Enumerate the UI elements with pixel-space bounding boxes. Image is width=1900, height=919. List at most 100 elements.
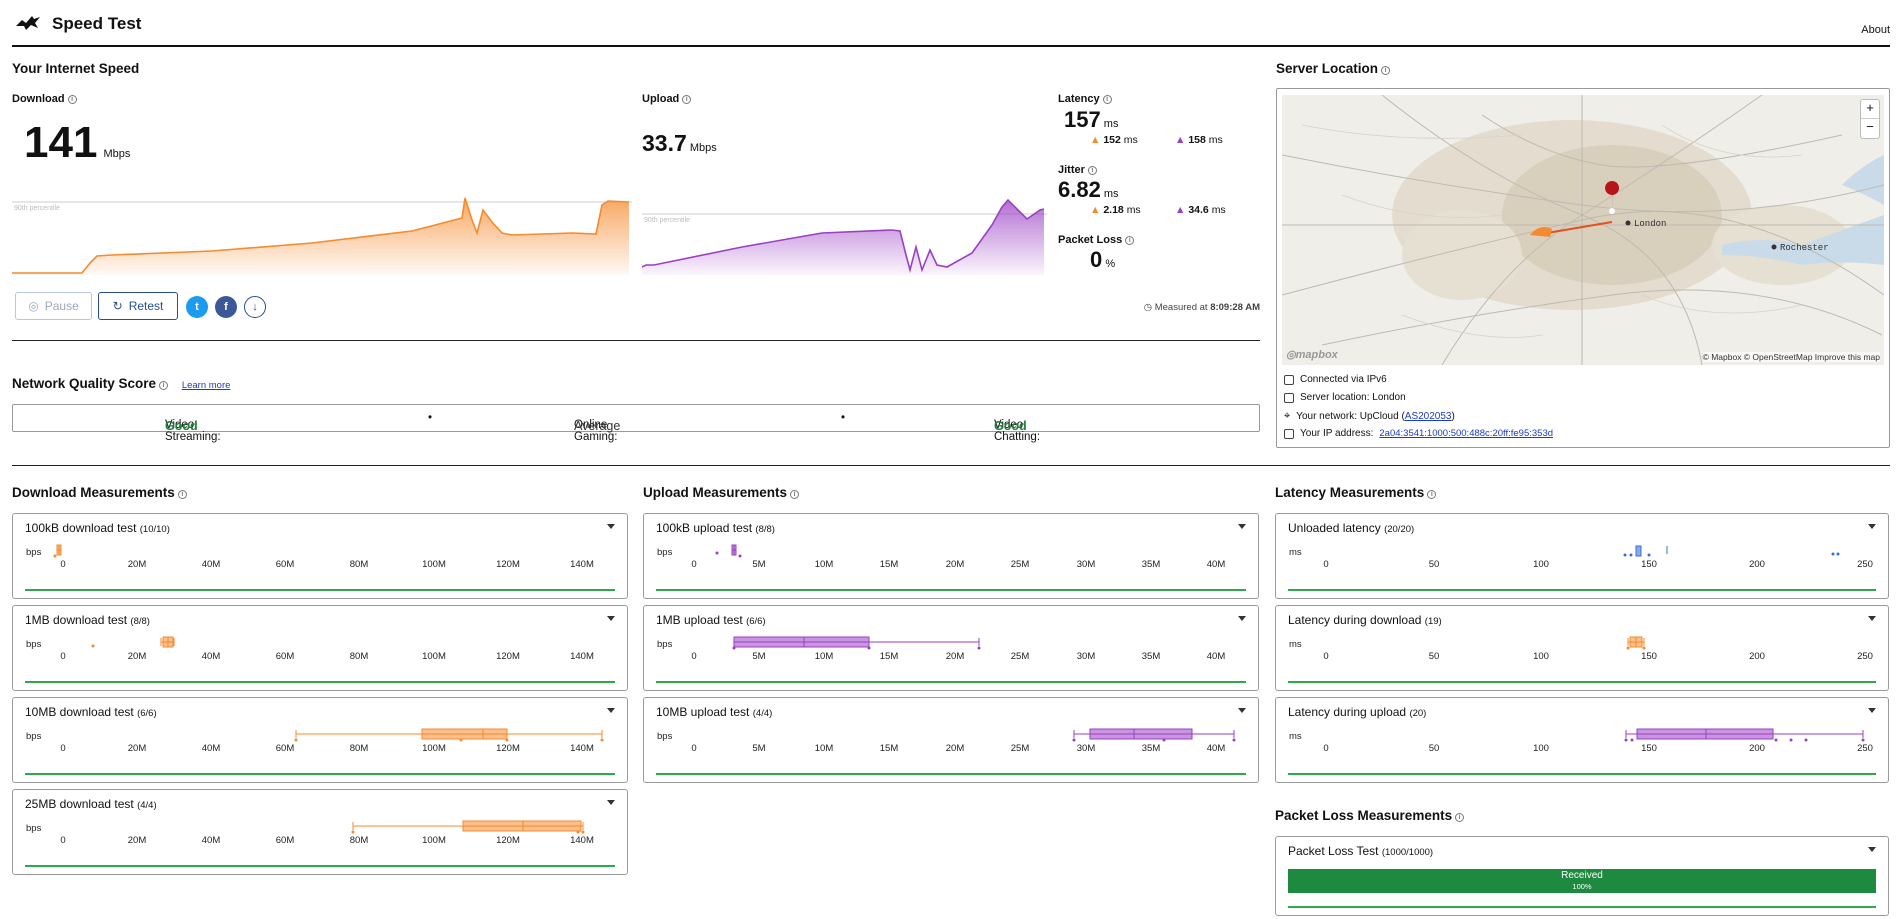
upload-arrow-icon: ▲	[1175, 134, 1186, 146]
chevron-down-icon[interactable]	[1868, 616, 1876, 621]
axis-tick-label: 40M	[1206, 651, 1226, 662]
app-title: Speed Test	[52, 14, 142, 33]
info-icon[interactable]: i	[1087, 166, 1097, 175]
chevron-down-icon[interactable]	[607, 708, 615, 713]
axis-tick-label: 120M	[496, 835, 520, 846]
facebook-share-icon[interactable]: f	[215, 296, 237, 318]
info-icon[interactable]: i	[1102, 95, 1112, 104]
measurement-card[interactable]: Latency during upload (20) ms 0 50 100 150 2…	[1275, 697, 1889, 783]
measurement-card[interactable]: Latency during download (19) ms 0 50 100 15…	[1275, 605, 1889, 691]
unit-label: bps	[657, 731, 673, 742]
axis-tick-label: 35M	[1141, 743, 1161, 754]
jitter-download: ▲ 2.18 ms	[1090, 204, 1141, 216]
retest-button[interactable]: ↻ Retest	[98, 292, 178, 320]
server-title: Server Location i	[1276, 61, 1391, 76]
chevron-down-icon[interactable]	[1868, 847, 1876, 852]
chevron-down-icon[interactable]	[1868, 708, 1876, 713]
latency-upload: ▲ 158 ms	[1175, 134, 1223, 146]
mapbox-logo[interactable]: ◎mapbox	[1286, 349, 1338, 361]
axis-tick-label: 120M	[496, 559, 520, 570]
quality-separator: •	[841, 412, 846, 424]
measurement-card[interactable]: 100kB upload test (8/8) bps 0 5M 10M 15M 20M…	[643, 513, 1259, 599]
packet-loss-test-card[interactable]: Packet Loss Test (1000/1000) Received 10…	[1275, 836, 1889, 916]
info-icon[interactable]: i	[1125, 236, 1135, 245]
measurement-card[interactable]: 1MB download test (8/8) bps 0 20M 40M 60M 80…	[12, 605, 628, 691]
info-icon[interactable]: i	[790, 490, 800, 499]
unit-label: bps	[26, 547, 42, 558]
axis-tick-label: 35M	[1141, 651, 1161, 662]
measurement-card[interactable]: 25MB download test (4/4) bps 0 20M 40M 60M 8…	[12, 789, 628, 875]
about-link[interactable]: About	[1861, 24, 1890, 36]
measurement-title: 10MB upload test (4/4)	[656, 705, 773, 719]
axis-tick-label: 40M	[201, 743, 221, 754]
info-icon[interactable]: i	[159, 381, 169, 390]
axis-tick-label: 0	[60, 835, 66, 846]
axis-tick-label: 30M	[1076, 743, 1096, 754]
axis-tick-label: 50	[1428, 559, 1440, 570]
axis-tick-label: 80M	[349, 651, 369, 662]
axis-tick-label: 200	[1749, 743, 1765, 754]
pause-button[interactable]: ◎ Pause	[15, 292, 92, 320]
axis-tick-label: 100	[1533, 651, 1549, 662]
baseline	[656, 681, 1246, 683]
info-icon[interactable]: i	[682, 95, 692, 104]
info-icon[interactable]: i	[67, 95, 77, 104]
download-arrow-icon: ▲	[1090, 134, 1101, 146]
axis-tick-label: 150	[1641, 559, 1657, 570]
baseline	[1288, 681, 1876, 683]
quality-title: Network Quality Score i Learn more	[12, 376, 231, 391]
learn-more-link[interactable]: Learn more	[181, 380, 231, 391]
axis-tick-label: 0	[691, 743, 697, 754]
asn-link[interactable]: AS202053	[1404, 411, 1452, 422]
chevron-down-icon[interactable]	[607, 616, 615, 621]
quality-separator: •	[428, 412, 433, 424]
map-attribution[interactable]: © Mapbox © OpenStreetMap Improve this ma…	[1702, 352, 1880, 362]
info-icon[interactable]: i	[1455, 813, 1465, 822]
axis-tick-label: 5M	[752, 651, 766, 662]
download-measurements-title: Download Measurements i	[12, 485, 187, 500]
x-axis: 0 20M 40M 60M 80M 100M 120M 140M	[25, 835, 615, 849]
measurement-card[interactable]: Unloaded latency (20/20) ms 0 50 100 150 200…	[1275, 513, 1889, 599]
info-icon[interactable]: i	[177, 490, 187, 499]
chevron-down-icon[interactable]	[1238, 524, 1246, 529]
percentile-label: 90th percentile	[644, 217, 690, 224]
zoom-out-button[interactable]: −	[1866, 119, 1874, 134]
chevron-down-icon[interactable]	[607, 800, 615, 805]
axis-tick-label: 20M	[945, 743, 965, 754]
measurement-card[interactable]: 10MB download test (6/6) bps 0 20M 40M 60M 8…	[12, 697, 628, 783]
download-results-icon[interactable]: ↓	[244, 296, 266, 318]
latency-measurements-title: Latency Measurements i	[1275, 485, 1437, 500]
axis-tick-label: 10M	[814, 743, 834, 754]
axis-tick-label: 80M	[349, 559, 369, 570]
axis-tick-label: 40M	[1206, 559, 1226, 570]
chevron-down-icon[interactable]	[1238, 616, 1246, 621]
axis-tick-label: 250	[1857, 651, 1873, 662]
ip-address-link[interactable]: 2a04:3541:1000:500:488c:20ff:fe95:353d	[1379, 428, 1554, 439]
baseline	[656, 589, 1246, 591]
server-map[interactable]: London Rochester + − ◎mapbox © Mapbox © …	[1282, 95, 1884, 365]
axis-tick-label: 35M	[1141, 559, 1161, 570]
packet-loss-measurements-title: Packet Loss Measurements i	[1275, 808, 1465, 823]
measurement-card[interactable]: 1MB upload test (6/6) bps 0 5M 10M 15M 20M 25…	[643, 605, 1259, 691]
info-icon[interactable]: i	[1427, 490, 1437, 499]
chevron-down-icon[interactable]	[607, 524, 615, 529]
your-network: ⌖ Your network: UpCloud (AS202053)	[1284, 410, 1455, 422]
twitter-share-icon[interactable]: t	[186, 296, 208, 318]
chevron-down-icon[interactable]	[1868, 524, 1876, 529]
measurement-title: 1MB download test (8/8)	[25, 613, 150, 627]
map-label-rochester: Rochester	[1780, 243, 1829, 253]
header-divider	[12, 45, 1890, 47]
measurement-card[interactable]: 10MB upload test (4/4) bps 0 5M 10M 15M 20M 2…	[643, 697, 1259, 783]
axis-tick-label: 5M	[752, 559, 766, 570]
measurement-title: Unloaded latency (20/20)	[1288, 521, 1415, 535]
info-icon[interactable]: i	[1381, 66, 1391, 75]
axis-tick-label: 20M	[127, 743, 147, 754]
percentile-label: 90th percentile	[14, 205, 60, 212]
chevron-down-icon[interactable]	[1238, 708, 1246, 713]
unit-label: bps	[26, 639, 42, 650]
zoom-in-button[interactable]: +	[1861, 100, 1879, 119]
measurement-card[interactable]: 100kB download test (10/10) bps 0 20M 40M 6…	[12, 513, 628, 599]
speed-section-title: Your Internet Speed	[12, 61, 140, 76]
download-value: 141 Mbps	[24, 118, 131, 167]
packet-loss-value: 0 %	[1090, 247, 1116, 272]
